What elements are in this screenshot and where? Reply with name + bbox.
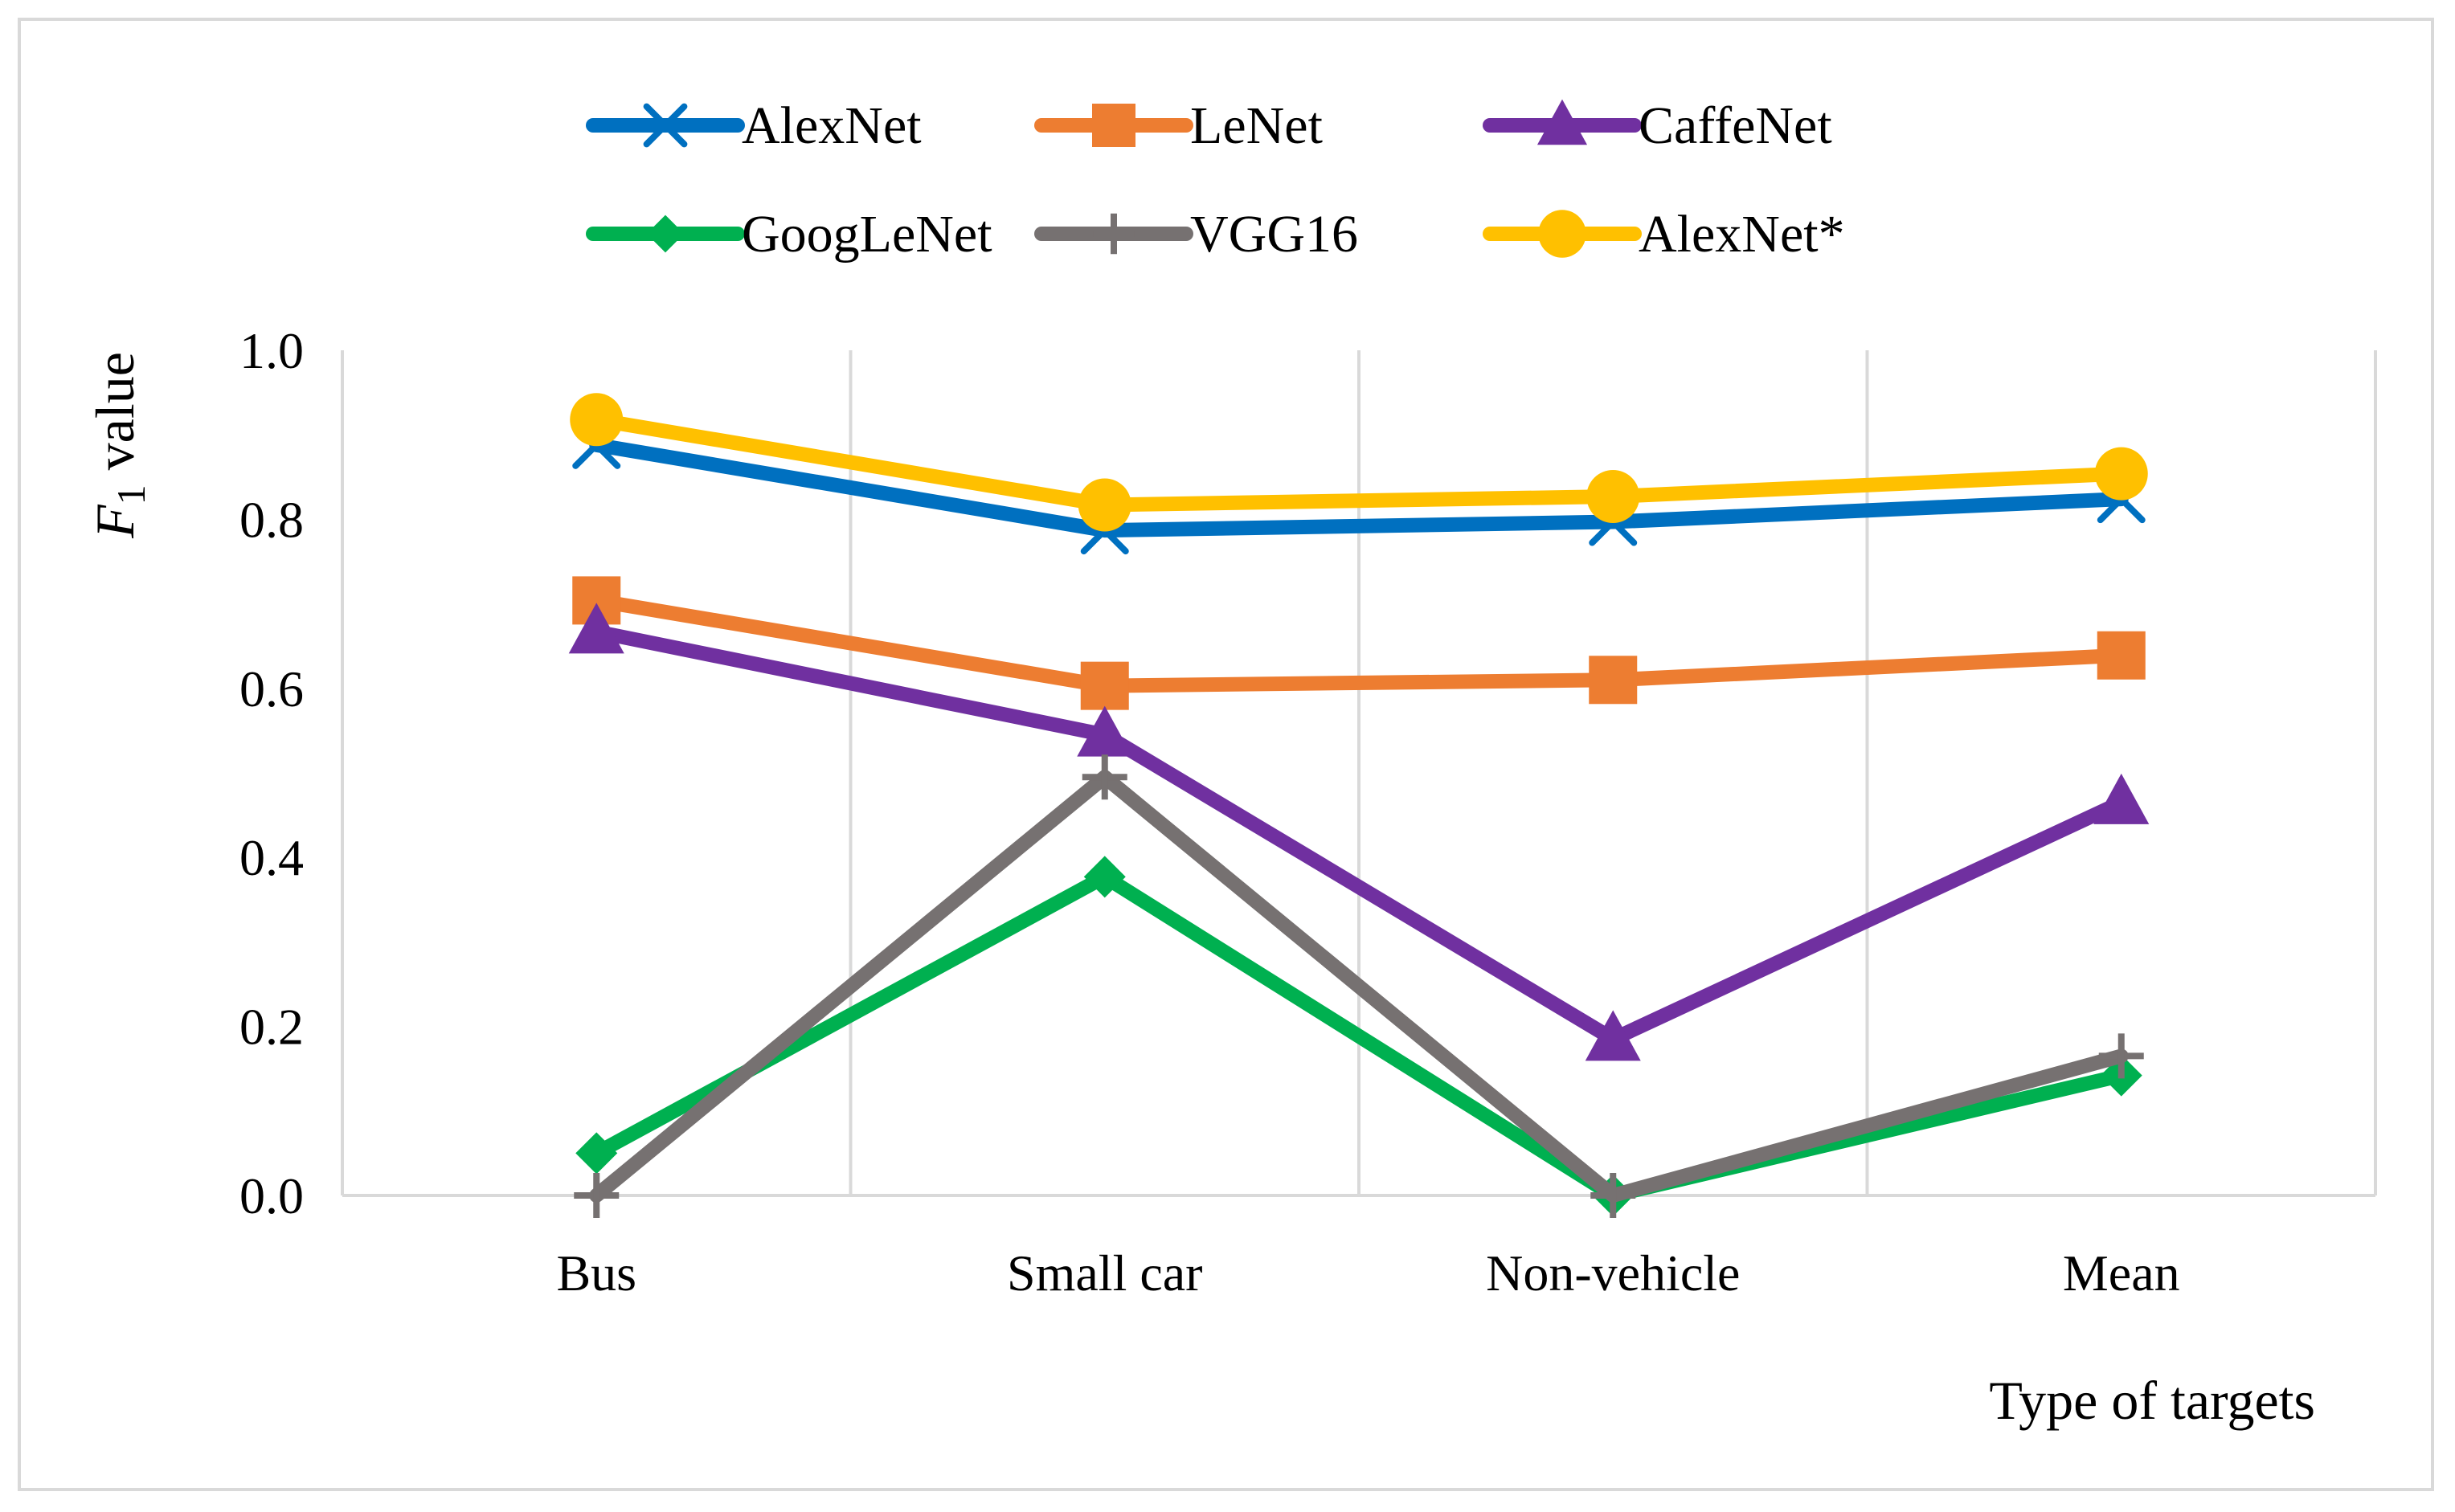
marker-triangle [568, 603, 624, 654]
marker-x-stroke [643, 103, 688, 148]
axes: 0.0 0.2 0.4 0.6 0.8 1.0 Bus Small car Non-vehicl… [239, 322, 2375, 1302]
series-line [589, 593, 2129, 693]
marker-circle [570, 393, 624, 447]
series-alexnet- [570, 393, 2148, 532]
y-tick-label: 1.0 [239, 322, 304, 379]
x-tick-label: Non-vehicle [1486, 1244, 1740, 1302]
data-point [1082, 754, 1127, 800]
axis-titles: F1 value Type of targets [84, 352, 2315, 1431]
series-line [589, 412, 2129, 513]
data-point [1078, 478, 1131, 532]
marker-triangle [1077, 705, 1133, 757]
data-point [1083, 856, 1126, 898]
marker-triangle [2093, 773, 2150, 824]
y-axis-title-italic: F [84, 504, 145, 539]
marker-diamond [575, 1132, 618, 1175]
data-point [1077, 705, 1133, 757]
marker-square [1589, 656, 1638, 705]
y-tick-label: 0.4 [239, 829, 304, 886]
marker-plus [574, 1173, 620, 1218]
marker-circle [1078, 478, 1131, 532]
marker-triangle [1585, 1010, 1641, 1061]
data-point [574, 1173, 620, 1218]
legend-label: VGG16 [1190, 205, 1358, 264]
data-point [1586, 469, 1640, 523]
legend-item: AlexNet [586, 96, 922, 155]
data-point [2097, 631, 2146, 680]
legend: AlexNet LeNet CaffeNet GoogLeNet VGG16 AlexNe… [586, 96, 1845, 264]
legend-label: AlexNet* [1639, 205, 1845, 264]
series-line [589, 770, 2129, 1203]
data-point [570, 393, 624, 447]
series-line [589, 624, 2129, 1047]
x-axis-title: Type of targets [1989, 1370, 2315, 1431]
y-axis-title-rest: value [84, 352, 145, 470]
marker-plus [1082, 754, 1127, 800]
marker-square [2097, 631, 2146, 680]
marker-square [1080, 661, 1129, 710]
data-point [2093, 773, 2150, 824]
y-tick-label: 0.8 [239, 491, 304, 548]
series-line [589, 869, 2129, 1203]
marker-square [1092, 104, 1135, 147]
marker-plus [1590, 1173, 1636, 1218]
y-axis-title-subscript: 1 [108, 484, 153, 505]
y-tick-label: 0.0 [239, 1167, 304, 1224]
legend-item: GoogLeNet [586, 205, 992, 264]
marker-circle [1586, 469, 1640, 523]
marker-diamond [646, 215, 685, 253]
data-point [2098, 1033, 2144, 1079]
legend-label: CaffeNet [1639, 96, 1832, 155]
data-point [1080, 661, 1129, 710]
marker-plus [2098, 1033, 2144, 1079]
x-tick-label: Mean [2063, 1244, 2180, 1302]
x-tick-label: Small car [1007, 1244, 1202, 1302]
marker-triangle [1536, 99, 1588, 145]
data-point [1585, 1010, 1641, 1061]
legend-item: LeNet [1034, 96, 1323, 155]
marker-circle [1538, 210, 1586, 258]
legend-item: AlexNet* [1483, 205, 1845, 264]
series-group [568, 393, 2150, 1218]
series-caffenet [568, 603, 2150, 1061]
series-line [589, 437, 2129, 538]
marker-diamond [1083, 856, 1126, 898]
line-chart: 0.0 0.2 0.4 0.6 0.8 1.0 Bus Small car Non-vehicl… [84, 96, 2377, 1431]
legend-label: LeNet [1190, 96, 1323, 155]
series-lenet [572, 576, 2146, 710]
y-tick-label: 0.2 [239, 999, 304, 1056]
marker-plus [1093, 213, 1135, 255]
marker-x [643, 103, 688, 148]
x-tick-label: Bus [556, 1244, 636, 1302]
data-point [1589, 656, 1638, 705]
legend-label: AlexNet [742, 96, 922, 155]
y-axis-title: F1 value [84, 352, 153, 539]
data-point [2094, 447, 2148, 501]
legend-item: CaffeNet [1483, 96, 1832, 155]
data-point [568, 603, 624, 654]
chart-frame: 0.0 0.2 0.4 0.6 0.8 1.0 Bus Small car Non-vehicl… [18, 18, 2434, 1491]
y-tick-label: 0.6 [239, 660, 304, 717]
data-point [1590, 1173, 1636, 1218]
legend-label: GoogLeNet [742, 205, 992, 264]
marker-circle [2094, 447, 2148, 501]
series-vgg16 [574, 754, 2144, 1218]
data-point [575, 1132, 618, 1175]
legend-item: VGG16 [1034, 205, 1358, 264]
